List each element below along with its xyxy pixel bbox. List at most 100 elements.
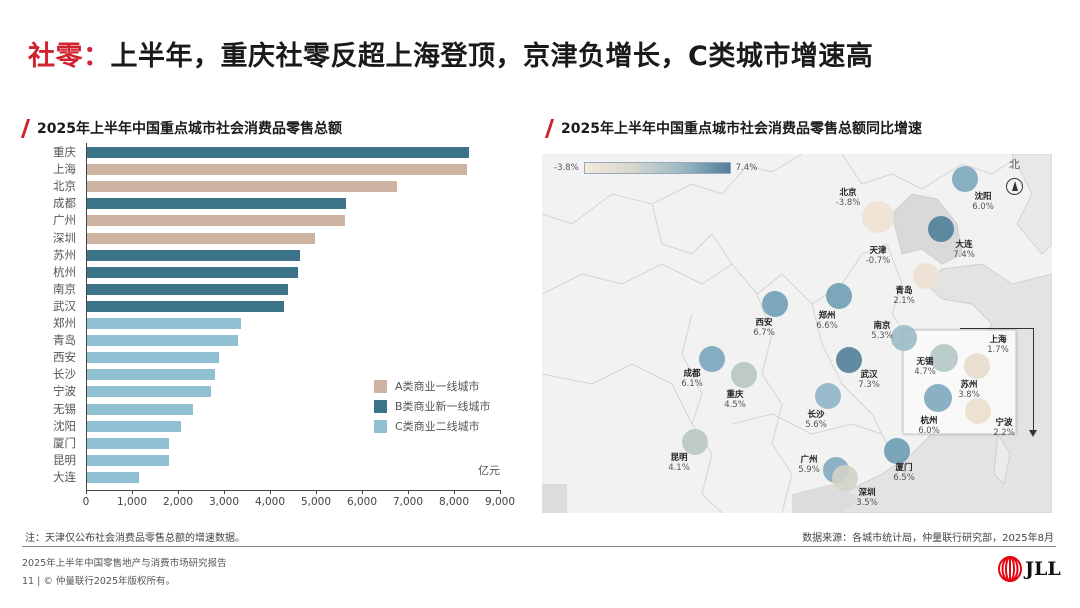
- city-bubble: [930, 344, 958, 372]
- bar-city-label: 苏州: [53, 247, 76, 262]
- bar-row: 青岛: [20, 332, 525, 349]
- bar-B: [87, 249, 300, 261]
- right-chart-title-text: 2025年上半年中国重点城市社会消费品零售总额同比增速: [561, 121, 922, 137]
- bar-row: 厦门: [20, 435, 525, 452]
- x-tick: [408, 490, 409, 494]
- chart-legend: A类商业一线城市 B类商业新一线城市 C类商业二线城市: [374, 376, 491, 436]
- unit-label: 亿元: [478, 464, 500, 477]
- city-label: 郑州 6.6%: [816, 311, 838, 331]
- city-bubble: [913, 263, 939, 289]
- city-name: 深圳: [858, 488, 876, 498]
- city-name: 天津: [869, 246, 887, 256]
- x-tick: [178, 490, 179, 494]
- city-name: 西安: [755, 318, 773, 328]
- city-label: 厦门 6.5%: [893, 463, 915, 483]
- china-map-background: [542, 154, 1052, 513]
- bar-row: 北京: [20, 178, 525, 195]
- city-bubble: [965, 398, 991, 424]
- bar-city-label: 大连: [53, 469, 76, 484]
- bar-city-label: 无锡: [53, 401, 76, 416]
- city-growth-value: 6.0%: [972, 202, 994, 212]
- x-tick-label: 6,000: [346, 496, 378, 508]
- x-tick-label: 8,000: [438, 496, 470, 508]
- report-title: 2025年上半年中国零售地产与消费市场研究报告: [22, 558, 227, 569]
- bar-row: 郑州: [20, 315, 525, 332]
- city-name: 昆明: [670, 453, 688, 463]
- city-name: 上海: [989, 335, 1007, 345]
- city-growth-value: 6.0%: [918, 426, 940, 436]
- city-label: 武汉 7.3%: [858, 370, 880, 390]
- legend-label: A类商业一线城市: [395, 380, 480, 393]
- title-slash-icon: [544, 118, 555, 138]
- color-scale-legend: -3.8% 7.4%: [554, 162, 757, 174]
- city-label: 天津 -0.7%: [866, 246, 891, 266]
- bar-row: 武汉: [20, 298, 525, 315]
- city-label: 西安 6.7%: [753, 318, 775, 338]
- city-bubble: [862, 201, 894, 233]
- headline-text: 上半年，重庆社零反超上海登顶，京津负增长，C类城市增速高: [110, 41, 874, 72]
- city-label: 南京 5.3%: [871, 321, 893, 341]
- city-name: 无锡: [916, 357, 934, 367]
- city-bubble: [762, 291, 788, 317]
- north-arrow-icon: [1006, 178, 1023, 195]
- legend-item: C类商业二线城市: [374, 416, 491, 436]
- city-growth-value: 4.1%: [668, 463, 690, 473]
- bar-C: [87, 352, 220, 364]
- city-growth-value: 4.5%: [724, 400, 746, 410]
- bar-city-label: 西安: [53, 350, 76, 365]
- city-bubble: [815, 383, 841, 409]
- city-label: 青岛 2.1%: [893, 286, 915, 306]
- bar-row: 广州: [20, 212, 525, 229]
- city-growth-value: 3.5%: [856, 498, 878, 508]
- bar-city-label: 重庆: [53, 145, 76, 159]
- x-tick: [270, 490, 271, 494]
- city-name: 武汉: [860, 370, 878, 380]
- north-label: 北: [1009, 158, 1020, 171]
- x-tick-label: 0: [82, 496, 90, 508]
- scale-max-label: 7.4%: [735, 163, 758, 173]
- x-tick-label: 2,000: [162, 496, 194, 508]
- bar-C: [87, 386, 212, 398]
- city-growth-value: 5.6%: [805, 420, 827, 430]
- legend-swatch: [374, 419, 387, 433]
- page-number-copyright: 11 | © 仲量联行2025年版权所有。: [22, 576, 176, 587]
- x-tick-label: 9,000: [484, 496, 516, 508]
- city-name: 北京: [839, 188, 857, 198]
- bar-city-label: 深圳: [53, 230, 76, 245]
- city-label: 成都 6.1%: [681, 369, 703, 389]
- inset-connector-line: [960, 328, 1034, 329]
- x-tick: [362, 490, 363, 494]
- left-chart-title-text: 2025年上半年中国重点城市社会消费品零售总额: [37, 121, 342, 137]
- bar-city-label: 昆明: [53, 452, 76, 467]
- bar-C: [87, 369, 216, 381]
- bar-row: 成都: [20, 195, 525, 212]
- city-growth-value: 6.7%: [753, 328, 775, 338]
- bar-city-label: 北京: [53, 179, 76, 194]
- bar-B: [87, 266, 298, 278]
- bar-A: [87, 215, 345, 227]
- city-growth-value: 7.4%: [953, 250, 975, 260]
- city-name: 广州: [800, 455, 818, 465]
- city-label: 昆明 4.1%: [668, 453, 690, 473]
- city-name: 厦门: [895, 463, 913, 473]
- growth-bubble-map: -3.8% 7.4% 北 北京 -3.8% 天津 -0.7% 沈阳 6.0% 大连 7.4% 青…: [542, 154, 1052, 513]
- x-tick: [224, 490, 225, 494]
- city-label: 上海 1.7%: [987, 335, 1009, 355]
- bar-C: [87, 318, 241, 329]
- headline-accent: 社零：: [28, 41, 111, 72]
- jll-logo-text: JLL: [1025, 558, 1061, 580]
- city-label: 大连 7.4%: [953, 240, 975, 260]
- city-label: 深圳 3.5%: [856, 488, 878, 508]
- chart-footnote: 注：天津仅公布社会消费品零售总额的增速数据。: [25, 533, 245, 544]
- bar-row: 南京: [20, 281, 525, 298]
- x-tick: [500, 490, 501, 494]
- x-tick: [86, 490, 87, 494]
- city-growth-value: 5.3%: [871, 331, 893, 341]
- bar-row: 长沙: [20, 366, 525, 383]
- city-bubble: [891, 325, 917, 351]
- page-headline: 社零：上半年，重庆社零反超上海登顶，京津负增长，C类城市增速高: [28, 34, 873, 73]
- city-bubble: [699, 346, 725, 372]
- jll-logo-icon: [998, 556, 1022, 582]
- city-growth-value: 1.7%: [987, 345, 1009, 355]
- city-label: 苏州 3.8%: [958, 380, 980, 400]
